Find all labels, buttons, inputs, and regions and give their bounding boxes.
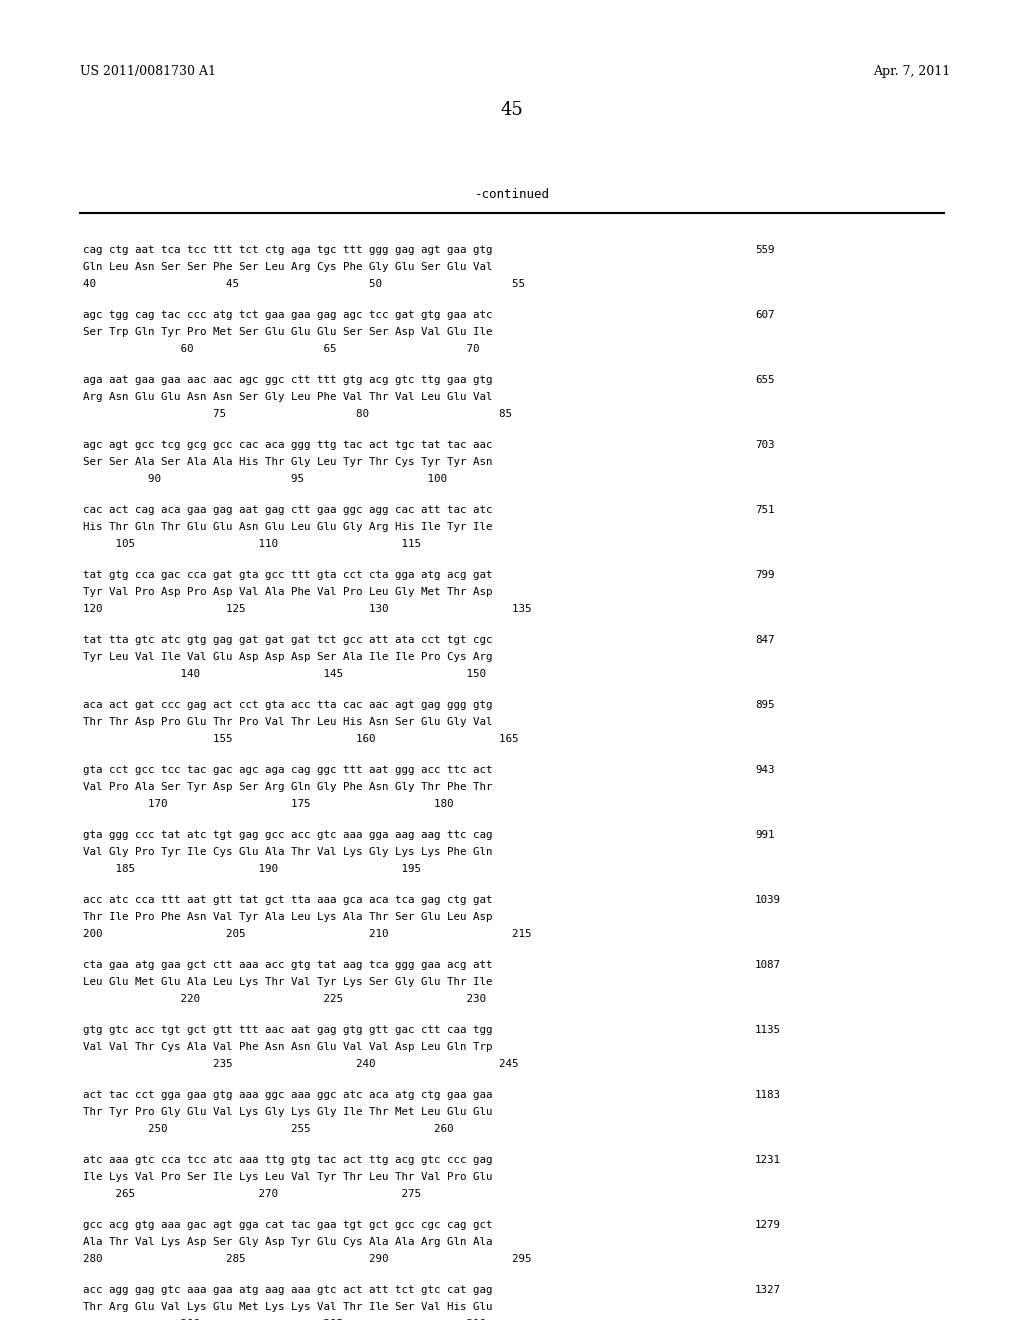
Text: act tac cct gga gaa gtg aaa ggc aaa ggc atc aca atg ctg gaa gaa: act tac cct gga gaa gtg aaa ggc aaa ggc … [83, 1090, 493, 1100]
Text: 250                   255                   260: 250 255 260 [83, 1125, 454, 1134]
Text: 943: 943 [755, 766, 774, 775]
Text: Tyr Val Pro Asp Pro Asp Val Ala Phe Val Pro Leu Gly Met Thr Asp: Tyr Val Pro Asp Pro Asp Val Ala Phe Val … [83, 587, 493, 597]
Text: 140                   145                   150: 140 145 150 [83, 669, 486, 678]
Text: Ser Ser Ala Ser Ala Ala His Thr Gly Leu Tyr Thr Cys Tyr Tyr Asn: Ser Ser Ala Ser Ala Ala His Thr Gly Leu … [83, 457, 493, 467]
Text: Arg Asn Glu Glu Asn Asn Ser Gly Leu Phe Val Thr Val Leu Glu Val: Arg Asn Glu Glu Asn Asn Ser Gly Leu Phe … [83, 392, 493, 403]
Text: 185                   190                   195: 185 190 195 [83, 865, 421, 874]
Text: 1231: 1231 [755, 1155, 781, 1166]
Text: 265                   270                   275: 265 270 275 [83, 1189, 421, 1199]
Text: 90                    95                   100: 90 95 100 [83, 474, 447, 484]
Text: 105                   110                   115: 105 110 115 [83, 539, 421, 549]
Text: 40                    45                    50                    55: 40 45 50 55 [83, 279, 525, 289]
Text: -continued: -continued [474, 187, 550, 201]
Text: 280                   285                   290                   295: 280 285 290 295 [83, 1254, 531, 1265]
Text: Thr Ile Pro Phe Asn Val Tyr Ala Leu Lys Ala Thr Ser Glu Leu Asp: Thr Ile Pro Phe Asn Val Tyr Ala Leu Lys … [83, 912, 493, 921]
Text: Thr Tyr Pro Gly Glu Val Lys Gly Lys Gly Ile Thr Met Leu Glu Glu: Thr Tyr Pro Gly Glu Val Lys Gly Lys Gly … [83, 1107, 493, 1117]
Text: 220                   225                   230: 220 225 230 [83, 994, 486, 1005]
Text: agc tgg cag tac ccc atg tct gaa gaa gag agc tcc gat gtg gaa atc: agc tgg cag tac ccc atg tct gaa gaa gag … [83, 310, 493, 319]
Text: 45: 45 [501, 102, 523, 119]
Text: 1087: 1087 [755, 960, 781, 970]
Text: Ser Trp Gln Tyr Pro Met Ser Glu Glu Glu Ser Ser Asp Val Glu Ile: Ser Trp Gln Tyr Pro Met Ser Glu Glu Glu … [83, 327, 493, 337]
Text: 607: 607 [755, 310, 774, 319]
Text: 235                   240                   245: 235 240 245 [83, 1059, 518, 1069]
Text: tat tta gtc atc gtg gag gat gat gat tct gcc att ata cct tgt cgc: tat tta gtc atc gtg gag gat gat gat tct … [83, 635, 493, 645]
Text: 1135: 1135 [755, 1026, 781, 1035]
Text: 895: 895 [755, 700, 774, 710]
Text: gta ggg ccc tat atc tgt gag gcc acc gtc aaa gga aag aag ttc cag: gta ggg ccc tat atc tgt gag gcc acc gtc … [83, 830, 493, 840]
Text: gtg gtc acc tgt gct gtt ttt aac aat gag gtg gtt gac ctt caa tgg: gtg gtc acc tgt gct gtt ttt aac aat gag … [83, 1026, 493, 1035]
Text: Thr Thr Asp Pro Glu Thr Pro Val Thr Leu His Asn Ser Glu Gly Val: Thr Thr Asp Pro Glu Thr Pro Val Thr Leu … [83, 717, 493, 727]
Text: gta cct gcc tcc tac gac agc aga cag ggc ttt aat ggg acc ttc act: gta cct gcc tcc tac gac agc aga cag ggc … [83, 766, 493, 775]
Text: Apr. 7, 2011: Apr. 7, 2011 [872, 65, 950, 78]
Text: 170                   175                   180: 170 175 180 [83, 799, 454, 809]
Text: 559: 559 [755, 246, 774, 255]
Text: tat gtg cca gac cca gat gta gcc ttt gta cct cta gga atg acg gat: tat gtg cca gac cca gat gta gcc ttt gta … [83, 570, 493, 579]
Text: 655: 655 [755, 375, 774, 385]
Text: His Thr Gln Thr Glu Glu Asn Glu Leu Glu Gly Arg His Ile Tyr Ile: His Thr Gln Thr Glu Glu Asn Glu Leu Glu … [83, 521, 493, 532]
Text: 847: 847 [755, 635, 774, 645]
Text: Val Val Thr Cys Ala Val Phe Asn Asn Glu Val Val Asp Leu Gln Trp: Val Val Thr Cys Ala Val Phe Asn Asn Glu … [83, 1041, 493, 1052]
Text: cta gaa atg gaa gct ctt aaa acc gtg tat aag tca ggg gaa acg att: cta gaa atg gaa gct ctt aaa acc gtg tat … [83, 960, 493, 970]
Text: 155                   160                   165: 155 160 165 [83, 734, 518, 744]
Text: 1327: 1327 [755, 1284, 781, 1295]
Text: Leu Glu Met Glu Ala Leu Lys Thr Val Tyr Lys Ser Gly Glu Thr Ile: Leu Glu Met Glu Ala Leu Lys Thr Val Tyr … [83, 977, 493, 987]
Text: acc agg gag gtc aaa gaa atg aag aaa gtc act att tct gtc cat gag: acc agg gag gtc aaa gaa atg aag aaa gtc … [83, 1284, 493, 1295]
Text: 200                   205                   210                   215: 200 205 210 215 [83, 929, 531, 939]
Text: 703: 703 [755, 440, 774, 450]
Text: 799: 799 [755, 570, 774, 579]
Text: 1279: 1279 [755, 1220, 781, 1230]
Text: cac act cag aca gaa gag aat gag ctt gaa ggc agg cac att tac atc: cac act cag aca gaa gag aat gag ctt gaa … [83, 506, 493, 515]
Text: atc aaa gtc cca tcc atc aaa ttg gtg tac act ttg acg gtc ccc gag: atc aaa gtc cca tcc atc aaa ttg gtg tac … [83, 1155, 493, 1166]
Text: 991: 991 [755, 830, 774, 840]
Text: 1183: 1183 [755, 1090, 781, 1100]
Text: aga aat gaa gaa aac aac agc ggc ctt ttt gtg acg gtc ttg gaa gtg: aga aat gaa gaa aac aac agc ggc ctt ttt … [83, 375, 493, 385]
Text: 751: 751 [755, 506, 774, 515]
Text: 75                    80                    85: 75 80 85 [83, 409, 512, 418]
Text: agc agt gcc tcg gcg gcc cac aca ggg ttg tac act tgc tat tac aac: agc agt gcc tcg gcg gcc cac aca ggg ttg … [83, 440, 493, 450]
Text: US 2011/0081730 A1: US 2011/0081730 A1 [80, 65, 216, 78]
Text: aca act gat ccc gag act cct gta acc tta cac aac agt gag ggg gtg: aca act gat ccc gag act cct gta acc tta … [83, 700, 493, 710]
Text: Ile Lys Val Pro Ser Ile Lys Leu Val Tyr Thr Leu Thr Val Pro Glu: Ile Lys Val Pro Ser Ile Lys Leu Val Tyr … [83, 1172, 493, 1181]
Text: 1039: 1039 [755, 895, 781, 906]
Text: Val Gly Pro Tyr Ile Cys Glu Ala Thr Val Lys Gly Lys Lys Phe Gln: Val Gly Pro Tyr Ile Cys Glu Ala Thr Val … [83, 847, 493, 857]
Text: gcc acg gtg aaa gac agt gga cat tac gaa tgt gct gcc cgc cag gct: gcc acg gtg aaa gac agt gga cat tac gaa … [83, 1220, 493, 1230]
Text: cag ctg aat tca tcc ttt tct ctg aga tgc ttt ggg gag agt gaa gtg: cag ctg aat tca tcc ttt tct ctg aga tgc … [83, 246, 493, 255]
Text: Tyr Leu Val Ile Val Glu Asp Asp Asp Ser Ala Ile Ile Pro Cys Arg: Tyr Leu Val Ile Val Glu Asp Asp Asp Ser … [83, 652, 493, 663]
Text: 120                   125                   130                   135: 120 125 130 135 [83, 605, 531, 614]
Text: 60                    65                    70: 60 65 70 [83, 345, 479, 354]
Text: Thr Arg Glu Val Lys Glu Met Lys Lys Val Thr Ile Ser Val His Glu: Thr Arg Glu Val Lys Glu Met Lys Lys Val … [83, 1302, 493, 1312]
Text: Val Pro Ala Ser Tyr Asp Ser Arg Gln Gly Phe Asn Gly Thr Phe Thr: Val Pro Ala Ser Tyr Asp Ser Arg Gln Gly … [83, 781, 493, 792]
Text: Gln Leu Asn Ser Ser Phe Ser Leu Arg Cys Phe Gly Glu Ser Glu Val: Gln Leu Asn Ser Ser Phe Ser Leu Arg Cys … [83, 261, 493, 272]
Text: Ala Thr Val Lys Asp Ser Gly Asp Tyr Glu Cys Ala Ala Arg Gln Ala: Ala Thr Val Lys Asp Ser Gly Asp Tyr Glu … [83, 1237, 493, 1247]
Text: acc atc cca ttt aat gtt tat gct tta aaa gca aca tca gag ctg gat: acc atc cca ttt aat gtt tat gct tta aaa … [83, 895, 493, 906]
